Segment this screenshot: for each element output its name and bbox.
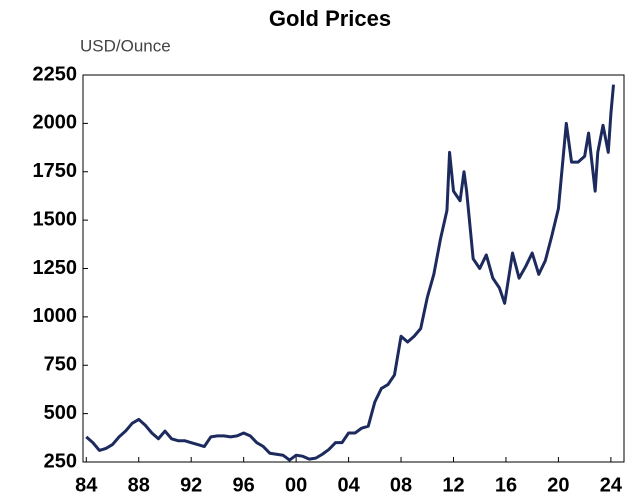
y-axis-label: USD/Ounce [80, 36, 171, 55]
x-tick-label: 20 [547, 474, 569, 496]
x-tick-label: 04 [337, 474, 360, 496]
y-tick-label: 750 [44, 354, 77, 376]
x-tick-label: 08 [390, 474, 412, 496]
x-tick-label: 88 [128, 474, 150, 496]
x-tick-label: 92 [180, 474, 202, 496]
x-tick-label: 96 [233, 474, 255, 496]
y-tick-label: 1000 [33, 305, 78, 327]
x-tick-label: 12 [442, 474, 464, 496]
chart-title: Gold Prices [269, 6, 391, 31]
y-tick-label: 1250 [33, 257, 78, 279]
x-tick-label: 16 [495, 474, 517, 496]
x-tick-label: 84 [75, 474, 98, 496]
y-tick-label: 2000 [33, 112, 78, 134]
y-tick-label: 2250 [33, 63, 78, 85]
y-tick-label: 1500 [33, 208, 78, 230]
y-tick-label: 1750 [33, 160, 78, 182]
y-tick-label: 250 [44, 450, 77, 472]
x-tick-label: 00 [285, 474, 307, 496]
x-tick-label: 24 [600, 474, 623, 496]
price-line [85, 84, 616, 462]
y-tick-label: 500 [44, 402, 77, 424]
